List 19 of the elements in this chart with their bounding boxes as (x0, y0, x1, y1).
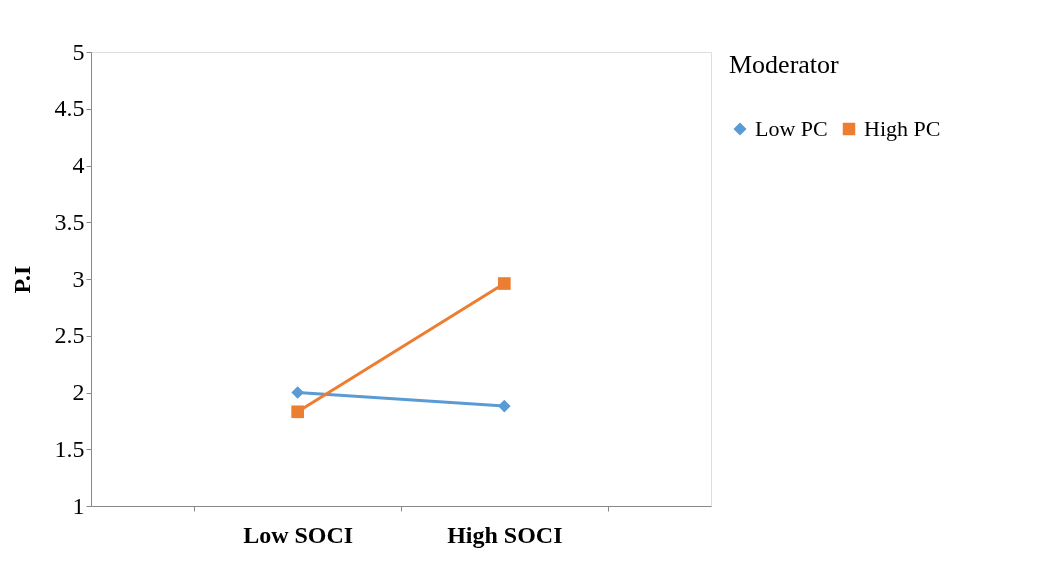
legend-label: High PC (864, 116, 941, 141)
y-tick-label: 3.5 (54, 208, 85, 235)
y-axis-title: P.I (8, 265, 35, 294)
y-tick-label: 4 (72, 152, 85, 178)
y-tick-label: 1.5 (54, 435, 85, 462)
point (291, 386, 304, 399)
y-tick-label: 3 (72, 265, 85, 292)
point (498, 399, 511, 413)
y-tick-label: 2.5 (54, 322, 85, 349)
legend-title: Moderator (729, 50, 840, 79)
x-tick-label: High SOCI (447, 521, 563, 548)
y-tick-label: 5 (72, 38, 85, 65)
x-tick-label: Low SOCI (243, 521, 354, 548)
y-tick-label: 2 (72, 379, 85, 405)
y-tick-label: 4.5 (54, 95, 85, 122)
point (291, 405, 304, 419)
y-tick-label: 1 (72, 492, 85, 519)
legend-label: Low PC (755, 116, 828, 141)
point (498, 277, 511, 290)
